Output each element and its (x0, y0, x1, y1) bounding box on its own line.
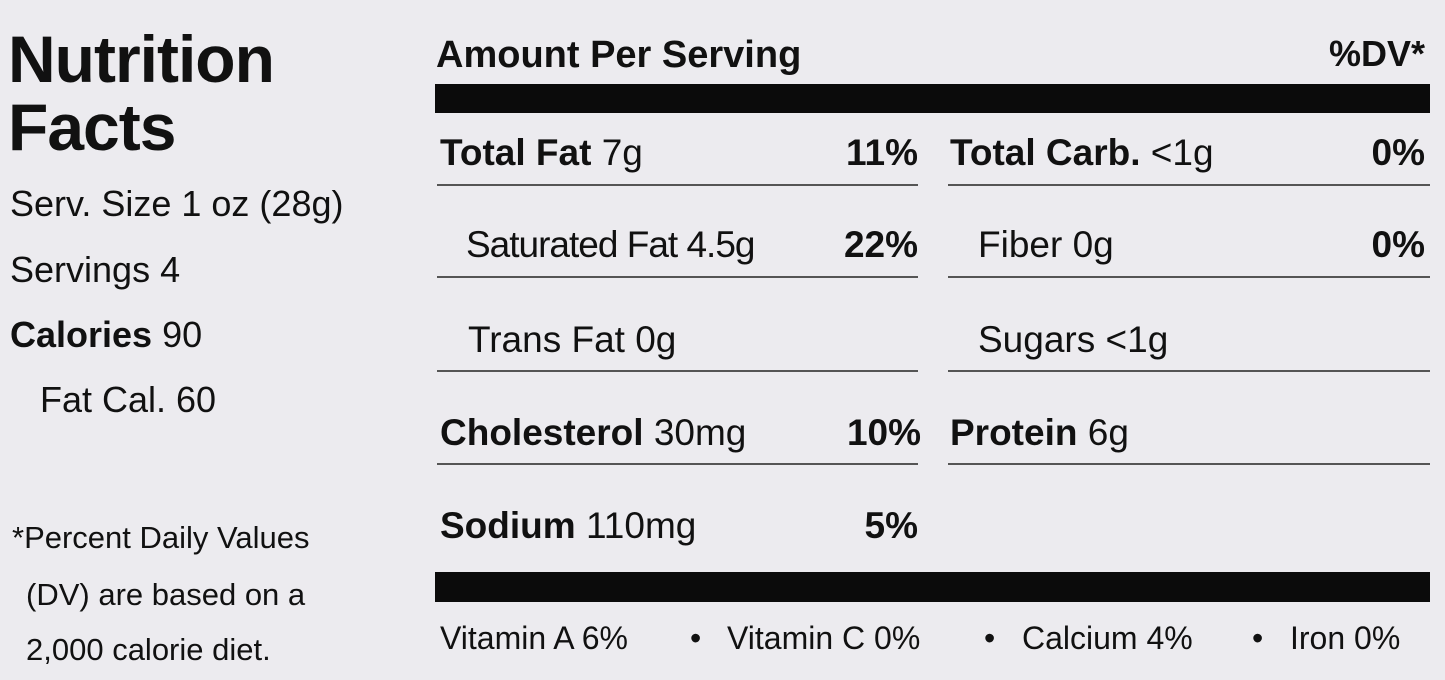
bullet: • (984, 620, 996, 656)
header-dv: %DV* (1328, 33, 1425, 74)
thick-bar (435, 572, 1430, 602)
bullet: • (690, 620, 702, 656)
servings: Servings 4 (10, 249, 181, 290)
nutrient-dv: 0% (1371, 224, 1425, 265)
nutrient: Fiber 0g (978, 226, 1114, 263)
nutrient-dv: 22% (843, 224, 918, 265)
nutrient-name: Protein (950, 412, 1078, 453)
nutrient-amount: 0g (635, 319, 677, 360)
rule (948, 463, 1430, 465)
rule (437, 276, 918, 278)
nutrient: Total Carb. <1g (950, 134, 1214, 171)
nutrient-name: Trans Fat (468, 319, 625, 360)
bullet: • (1252, 620, 1264, 656)
nutrient-name: Total Carb. (950, 132, 1141, 173)
nutrient-amount: 4.5g (686, 224, 755, 265)
title: Nutrition (8, 22, 275, 96)
footnote: (DV) are based on a (26, 577, 306, 612)
vitamin: Calcium 4% (1022, 620, 1193, 656)
vitamin: Iron 0% (1290, 620, 1401, 656)
nutrient-amount: 110mg (585, 505, 697, 546)
rule (437, 184, 918, 186)
vitamin: Vitamin A 6% (440, 620, 628, 656)
serving-size: Serv. Size 1 oz (28g) (10, 183, 344, 224)
nutrient-name: Cholesterol (440, 412, 644, 453)
nutrient-name: Total Fat (440, 132, 592, 173)
nutrient-amount: 6g (1087, 412, 1129, 453)
rule (948, 370, 1430, 372)
nutrient-dv: 10% (846, 412, 921, 453)
nutrient: Sugars <1g (978, 321, 1168, 358)
nutrient-amount: 30mg (653, 412, 747, 453)
header-amount: Amount Per Serving (436, 34, 802, 76)
nutrient-dv: 11% (845, 132, 918, 173)
nutrient: Cholesterol 30mg (440, 414, 746, 451)
nutrient-name: Sugars (978, 319, 1096, 360)
nutrient-amount: 7g (601, 132, 643, 173)
nutrient-amount: 0g (1072, 224, 1114, 265)
nutrient-amount: <1g (1150, 132, 1214, 173)
vitamin: Vitamin C 0% (727, 620, 921, 656)
fat-calories: Fat Cal. 60 (40, 379, 217, 420)
calories-label: Calories (10, 314, 153, 355)
nutrient-amount: <1g (1105, 319, 1169, 360)
nutrient: Total Fat 7g (440, 134, 643, 171)
footnote: *Percent Daily Values (12, 520, 310, 555)
title: Facts (8, 90, 176, 164)
nutrient-dv: 5% (864, 505, 918, 546)
nutrient-name: Saturated Fat (466, 224, 678, 265)
nutrient-name: Fiber (978, 224, 1063, 265)
footnote: 2,000 calorie diet. (26, 632, 271, 667)
rule (948, 184, 1430, 186)
calories: Calories 90 (10, 317, 202, 353)
rule (948, 276, 1430, 278)
calories-value: 90 (162, 314, 203, 355)
rule (437, 463, 918, 465)
nutrient: Trans Fat 0g (468, 321, 676, 358)
thick-bar (435, 84, 1430, 113)
nutrient-dv: 0% (1371, 132, 1425, 173)
nutrient: Sodium 110mg (440, 507, 696, 544)
rule (437, 370, 918, 372)
nutrient: Saturated Fat 4.5g (466, 224, 755, 265)
nutrient-name: Sodium (440, 505, 576, 546)
nutrient: Protein 6g (950, 414, 1129, 451)
